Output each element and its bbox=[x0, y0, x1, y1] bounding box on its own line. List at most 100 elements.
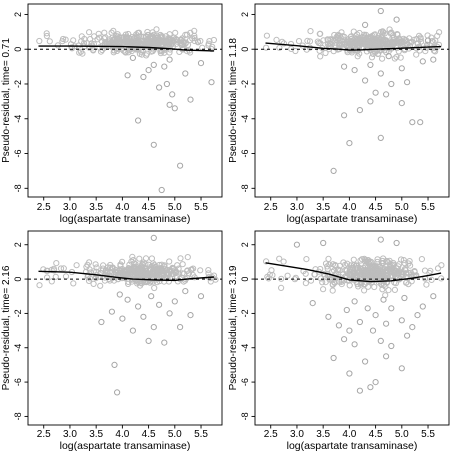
residual-point bbox=[125, 280, 132, 287]
residual-point bbox=[153, 26, 160, 33]
residual-point bbox=[330, 167, 337, 174]
y-tick-label: 0 bbox=[13, 277, 23, 282]
residual-point bbox=[346, 370, 353, 377]
residual-point bbox=[383, 91, 390, 98]
residual-point bbox=[142, 278, 149, 285]
residual-point bbox=[107, 264, 114, 271]
residual-point bbox=[278, 284, 285, 291]
residual-point bbox=[386, 26, 393, 33]
residual-point bbox=[341, 112, 348, 119]
residual-point bbox=[110, 27, 117, 34]
x-tick-label: 2.5 bbox=[37, 429, 51, 440]
residual-point bbox=[406, 258, 413, 265]
residual-point bbox=[378, 36, 385, 43]
residual-point bbox=[363, 40, 370, 47]
residual-point bbox=[273, 36, 280, 44]
plot-frame bbox=[254, 230, 450, 426]
x-tick-label: 5.0 bbox=[395, 202, 409, 213]
residual-point bbox=[156, 301, 163, 308]
residual-point bbox=[112, 266, 119, 274]
residual-point bbox=[322, 49, 329, 57]
residual-point bbox=[68, 44, 75, 51]
residual-point bbox=[393, 239, 400, 247]
x-tick-label: 3.0 bbox=[63, 202, 77, 213]
residual-point bbox=[111, 361, 118, 368]
residual-point bbox=[362, 358, 369, 365]
residual-point bbox=[184, 31, 191, 38]
residual-point bbox=[150, 264, 157, 271]
residual-point bbox=[191, 27, 198, 34]
residual-point bbox=[177, 162, 184, 169]
residual-point bbox=[418, 256, 425, 263]
residual-point bbox=[263, 32, 270, 39]
residual-point bbox=[187, 312, 194, 319]
y-tick-label: -2 bbox=[13, 80, 23, 88]
residual-point bbox=[60, 35, 67, 43]
residual-point bbox=[356, 318, 363, 326]
x-tick-label: 4.0 bbox=[342, 429, 356, 440]
x-axis-label: log(aspartate transaminase) bbox=[287, 440, 418, 452]
residual-point bbox=[133, 39, 140, 46]
residual-point bbox=[134, 280, 141, 287]
y-tick-label: -4 bbox=[240, 344, 250, 352]
residual-point bbox=[144, 277, 151, 285]
residual-point bbox=[362, 256, 369, 263]
residual-point bbox=[335, 267, 342, 274]
residual-point bbox=[48, 266, 55, 273]
residual-point bbox=[292, 274, 299, 281]
residual-point bbox=[52, 273, 59, 280]
residual-point bbox=[161, 339, 168, 346]
residual-point bbox=[166, 258, 173, 265]
residual-point bbox=[317, 30, 324, 37]
residual-point bbox=[399, 271, 406, 278]
residual-point bbox=[126, 35, 133, 42]
residual-point bbox=[166, 310, 173, 317]
residual-point bbox=[366, 268, 373, 275]
panel-4: 2.5 3.0 3.5 4.0 4.5 5.0 5.5 2 0 -2 -4 -6 -8 log(aspar… bbox=[228, 230, 450, 452]
plot-frame bbox=[27, 3, 223, 198]
residual-point bbox=[356, 107, 363, 114]
residual-point bbox=[150, 324, 157, 331]
x-tick-label: 3.0 bbox=[63, 429, 77, 440]
residual-point bbox=[404, 332, 411, 339]
residual-point bbox=[170, 270, 177, 277]
residual-point bbox=[379, 286, 386, 293]
residual-point bbox=[412, 272, 419, 280]
x-tick-label: 4.5 bbox=[142, 202, 156, 213]
residual-point bbox=[398, 317, 405, 324]
residual-point bbox=[371, 283, 378, 291]
residual-point bbox=[150, 61, 157, 69]
residual-point bbox=[278, 275, 285, 282]
residual-point bbox=[169, 91, 176, 98]
residual-point bbox=[338, 281, 345, 288]
y-tick-label: 0 bbox=[13, 47, 23, 52]
residual-point bbox=[104, 264, 112, 271]
residual-point bbox=[60, 265, 67, 272]
y-tick-label: -8 bbox=[13, 184, 23, 192]
residual-point bbox=[92, 261, 99, 268]
residual-point bbox=[393, 37, 400, 45]
residual-point bbox=[431, 44, 438, 51]
residual-point bbox=[157, 268, 164, 275]
residual-point bbox=[362, 77, 369, 84]
residual-point bbox=[129, 253, 136, 260]
residual-point bbox=[320, 37, 327, 44]
residual-point bbox=[97, 282, 104, 289]
residual-point bbox=[156, 84, 163, 91]
x-tick-label: 5.5 bbox=[421, 429, 435, 440]
residual-point bbox=[307, 277, 315, 284]
residual-point bbox=[400, 257, 407, 264]
residual-point bbox=[170, 34, 178, 41]
residual-point bbox=[182, 288, 189, 295]
residual-point bbox=[148, 32, 155, 39]
residual-point bbox=[388, 305, 395, 312]
residual-point bbox=[133, 31, 140, 38]
residual-point bbox=[197, 293, 205, 300]
x-tick-label: 3.5 bbox=[316, 429, 330, 440]
residual-point bbox=[265, 275, 272, 282]
x-tick-label: 4.5 bbox=[369, 202, 383, 213]
residual-point bbox=[394, 30, 401, 38]
y-tick-label: -4 bbox=[13, 344, 23, 352]
residual-point bbox=[392, 268, 399, 275]
residual-point bbox=[418, 38, 425, 45]
